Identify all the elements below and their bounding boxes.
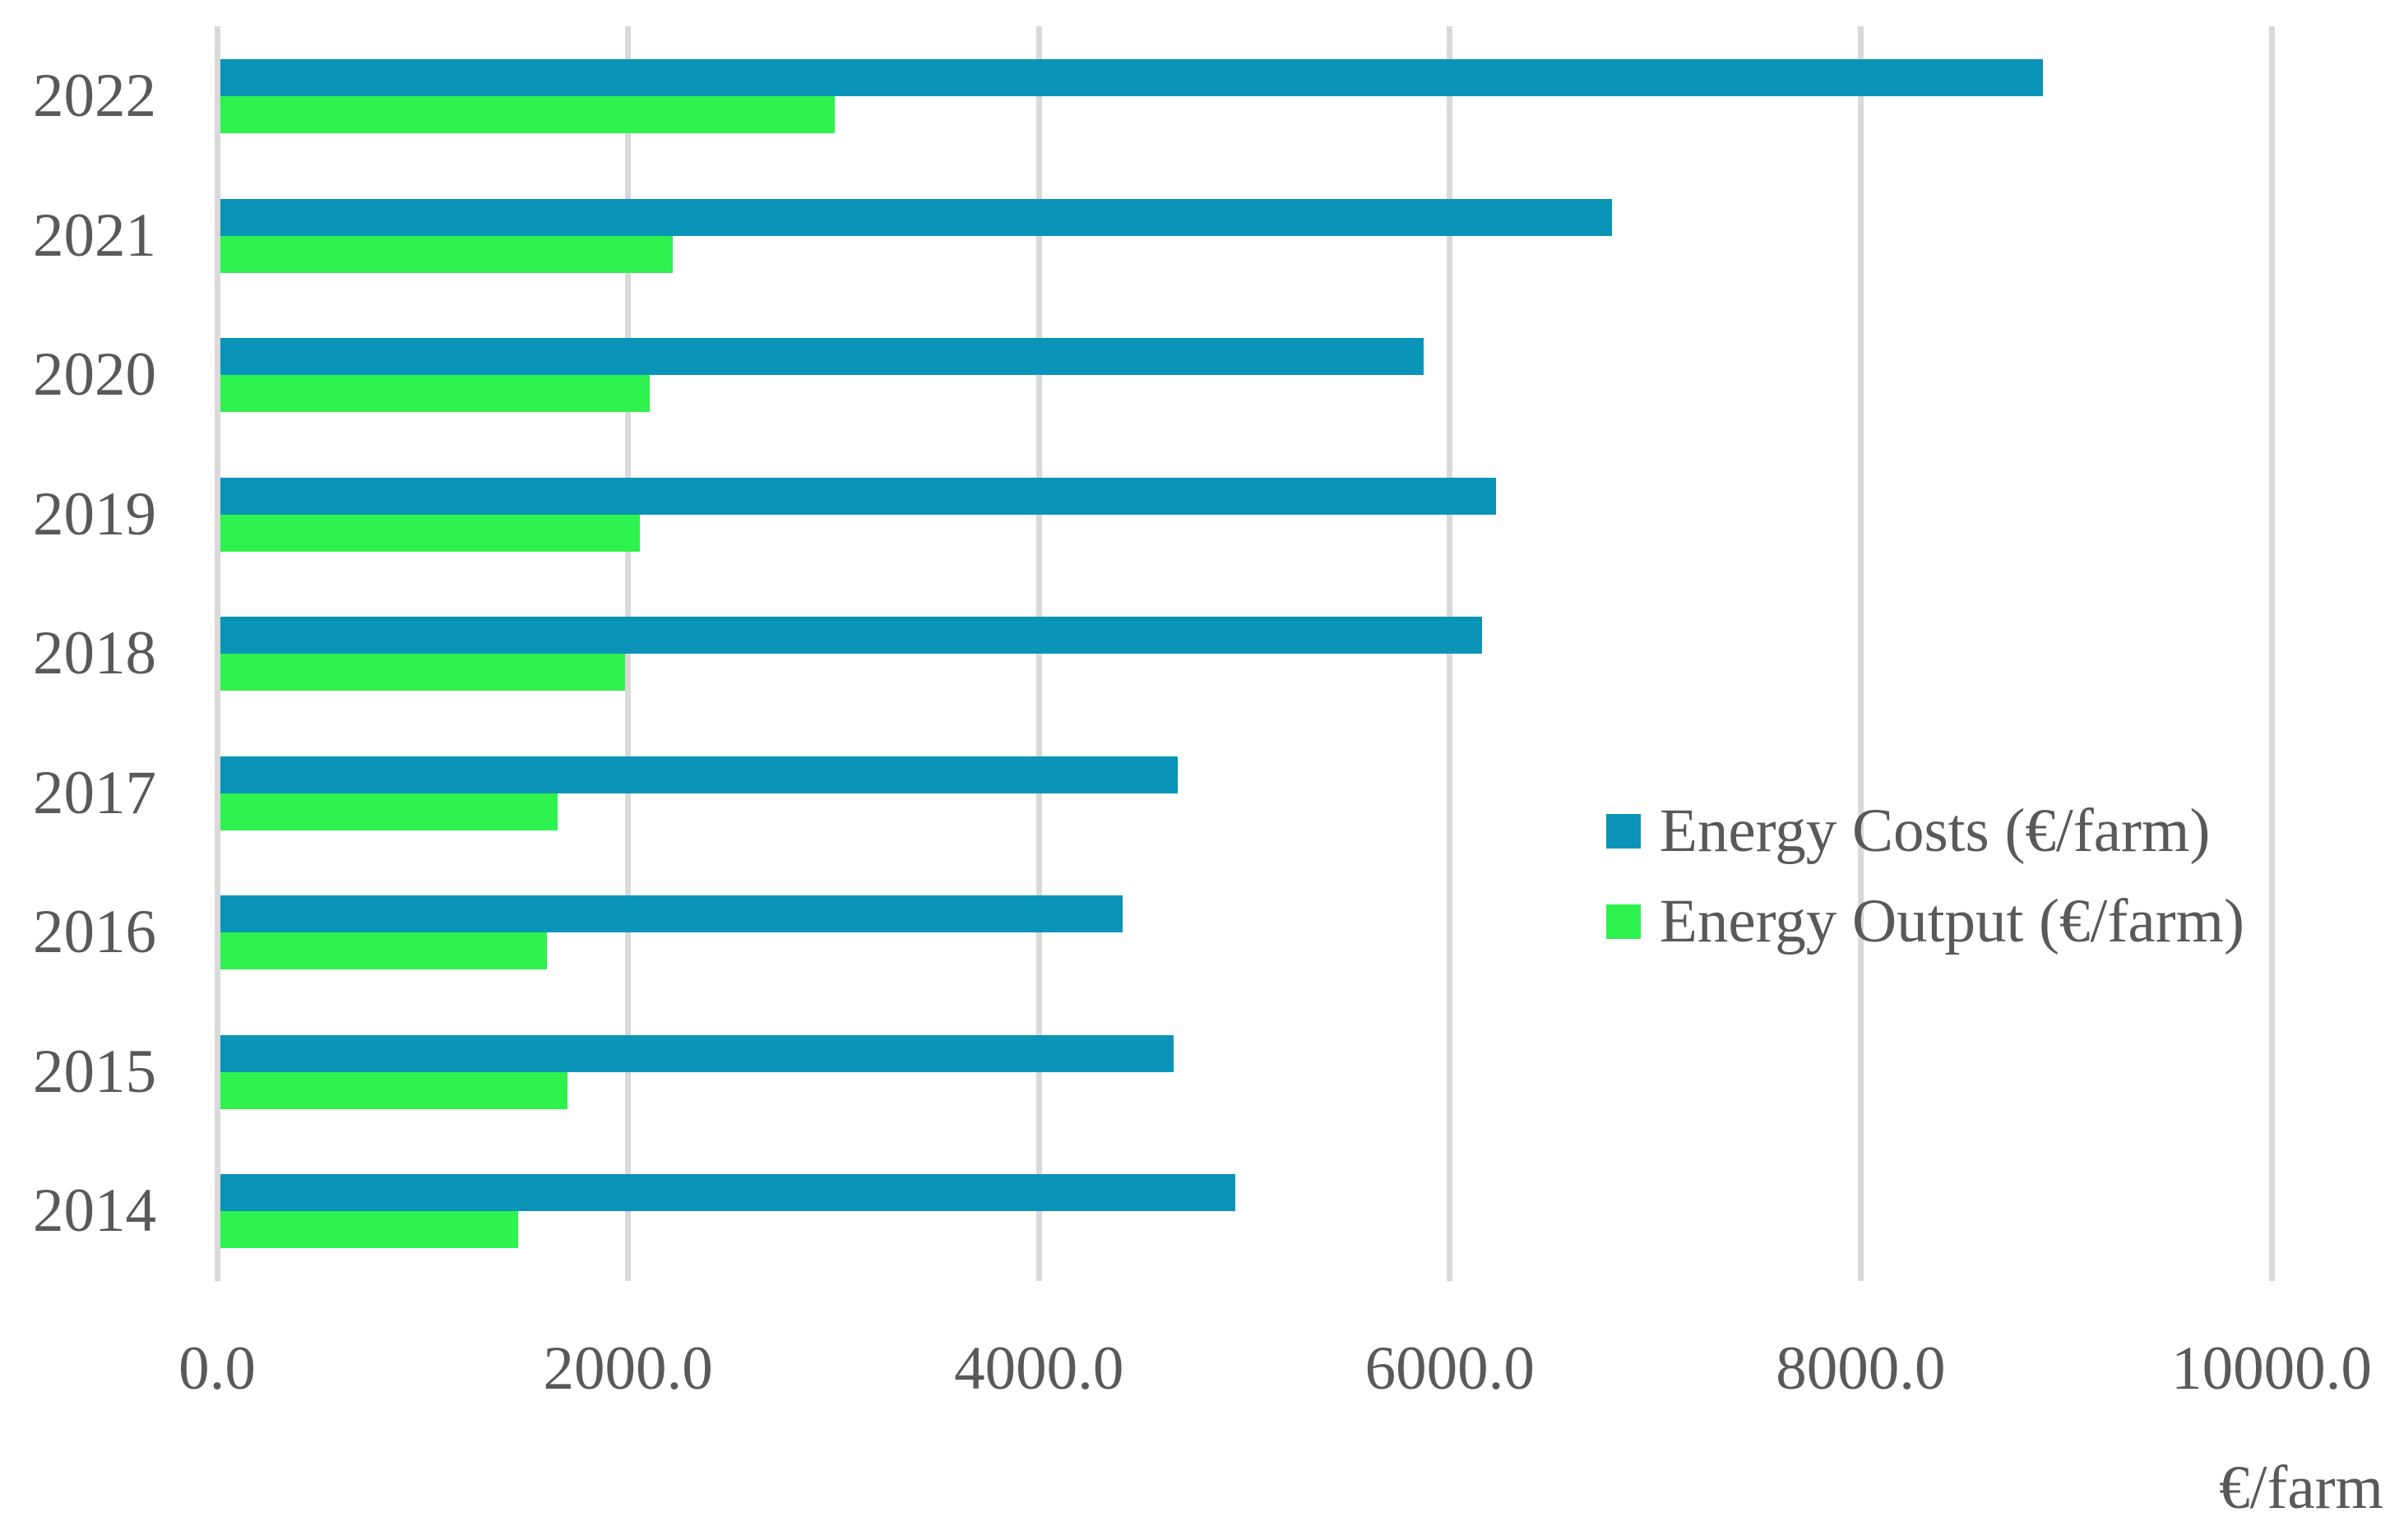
- year-label: 2015: [33, 1037, 156, 1106]
- x-tick-label: 10000.0: [2171, 1334, 2372, 1403]
- legend-item: Energy Output (€/farm): [1606, 890, 2244, 954]
- bar-energy-output: [220, 96, 835, 133]
- gridline: [2268, 26, 2275, 1281]
- year-label: 2016: [33, 898, 156, 967]
- year-label: 2018: [33, 619, 156, 688]
- legend-label: Energy Costs (€/farm): [1660, 797, 2211, 865]
- bar-energy-output: [220, 514, 640, 552]
- bar-energy-output: [220, 235, 673, 273]
- bar-energy-output: [220, 375, 651, 413]
- year-label: 2014: [33, 1177, 156, 1246]
- legend-item: Energy Costs (€/farm): [1606, 799, 2244, 863]
- bar-energy-output: [220, 1211, 519, 1249]
- bar-energy-costs: [220, 198, 1613, 236]
- year-label: 2021: [33, 201, 156, 270]
- bar-energy-costs: [220, 338, 1424, 376]
- legend: Energy Costs (€/farm) Energy Output (€/fa…: [1606, 799, 2244, 980]
- x-tick-label: 0.0: [178, 1334, 256, 1403]
- bar-energy-costs: [220, 756, 1179, 793]
- legend-swatch-energy-output: [1606, 904, 1641, 939]
- bar-energy-costs: [220, 617, 1482, 654]
- bar-energy-costs: [220, 895, 1123, 933]
- plot-area: [214, 26, 2275, 1281]
- gridline: [1857, 26, 1864, 1281]
- x-axis-title: €/farm: [2219, 1454, 2383, 1522]
- year-label: 2020: [33, 340, 156, 409]
- bar-energy-costs: [220, 59, 2043, 96]
- year-label: 2022: [33, 62, 156, 130]
- x-tick-label: 6000.0: [1364, 1334, 1535, 1403]
- year-label: 2017: [33, 758, 156, 827]
- bar-energy-costs: [220, 477, 1497, 515]
- bar-energy-output: [220, 932, 548, 970]
- x-tick-label: 4000.0: [954, 1334, 1124, 1403]
- bar-energy-output: [220, 1071, 568, 1109]
- bar-energy-output: [220, 654, 626, 691]
- legend-label: Energy Output (€/farm): [1660, 887, 2244, 955]
- legend-swatch-energy-costs: [1606, 814, 1641, 849]
- bar-energy-costs: [220, 1174, 1235, 1212]
- x-tick-label: 2000.0: [543, 1334, 713, 1403]
- bar-energy-costs: [220, 1034, 1174, 1072]
- gridline: [214, 26, 220, 1281]
- bar-energy-output: [220, 793, 558, 830]
- year-label: 2019: [33, 479, 156, 548]
- x-tick-label: 8000.0: [1776, 1334, 1946, 1403]
